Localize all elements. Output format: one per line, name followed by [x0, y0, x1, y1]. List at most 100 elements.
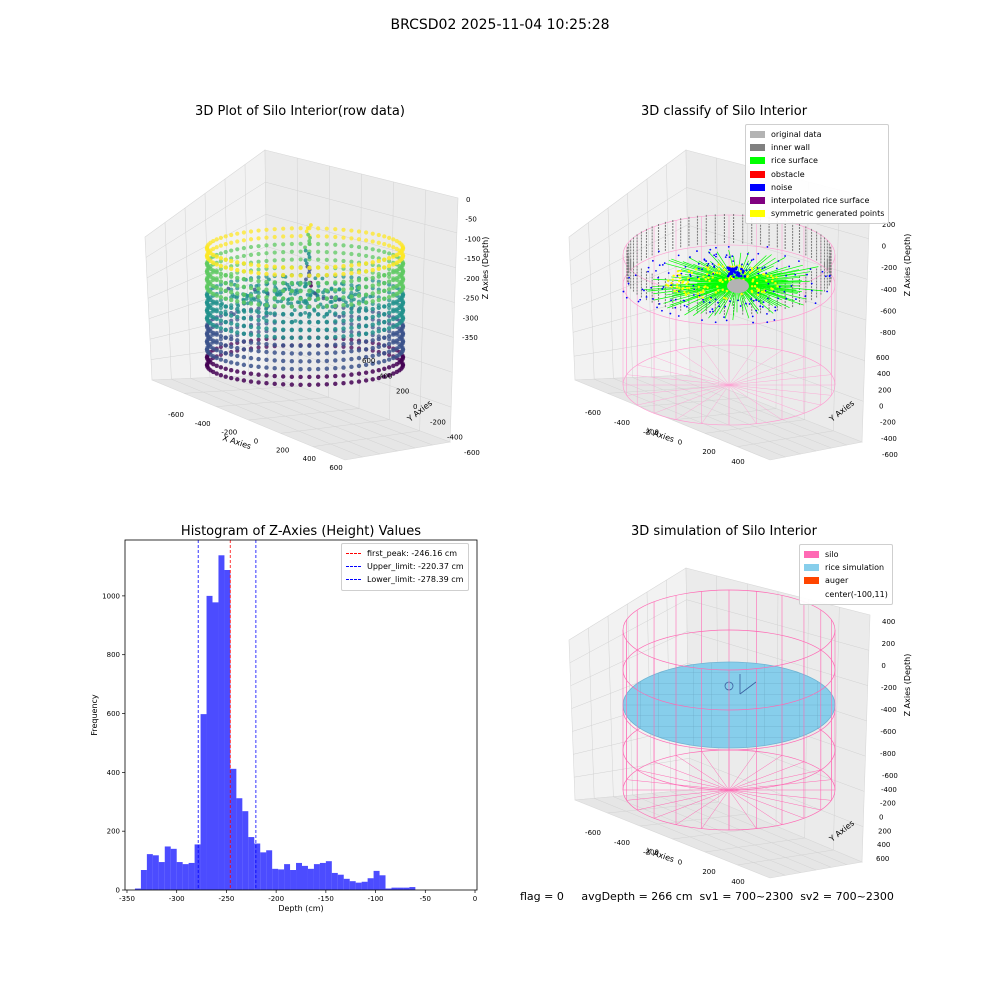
raw-point: [376, 232, 381, 238]
raw-point: [235, 322, 240, 327]
raw-point: [324, 280, 330, 286]
symmetric-point: [727, 278, 731, 281]
noise-point: [625, 296, 628, 299]
raw-point: [387, 251, 392, 256]
classify-x-tick-label: -600: [585, 409, 601, 417]
histogram-title: Histogram of Z-Axies (Height) Values: [180, 524, 422, 539]
legend-label: interpolated rice surface: [771, 196, 870, 206]
raw-point: [391, 293, 396, 298]
symmetric-point: [723, 268, 726, 272]
symmetric-point: [731, 265, 734, 269]
raw-point: [307, 312, 312, 317]
histogram-bar: [278, 869, 285, 890]
symmetric-point: [697, 277, 701, 281]
raw-point: [341, 318, 346, 324]
raw-point: [305, 226, 310, 231]
noise-point: [701, 319, 703, 322]
raw-point: [248, 316, 254, 322]
raw-y-tick-label: 0: [413, 403, 417, 411]
raw-point: [280, 374, 286, 379]
raw-point: [281, 226, 286, 231]
raw-point: [341, 365, 346, 370]
raw-point: [218, 263, 224, 269]
raw-point: [391, 237, 396, 242]
raw-point: [241, 238, 246, 243]
classify-legend-item: rice surface: [750, 154, 884, 167]
raw-point: [382, 366, 387, 372]
raw-point: [235, 345, 240, 351]
raw-point: [303, 258, 308, 263]
noise-point: [639, 298, 642, 301]
raw-point: [356, 229, 362, 234]
raw-point: [333, 350, 338, 355]
raw-point: [386, 333, 392, 339]
raw-point: [349, 306, 354, 311]
raw-point: [218, 290, 223, 295]
raw-point: [204, 323, 210, 329]
noise-point: [757, 291, 760, 294]
raw-point: [349, 251, 354, 257]
raw-point: [298, 233, 303, 239]
gridline: [833, 189, 840, 431]
raw-point: [223, 265, 228, 270]
noise-point: [677, 254, 680, 257]
symmetric-point: [771, 276, 775, 280]
noise-point: [739, 305, 742, 307]
raw-point: [241, 378, 247, 383]
histogram-y-axis-label: Frequency: [90, 694, 99, 736]
gridline: [209, 377, 398, 452]
raw-point: [376, 274, 382, 279]
raw-point: [280, 280, 286, 286]
silo-spoke: [728, 384, 783, 420]
symmetric-point: [775, 276, 778, 279]
raw-point: [256, 325, 261, 331]
raw-point: [307, 304, 312, 309]
silo-floor-spoke: [701, 751, 730, 791]
noise-cluster-point: [739, 274, 743, 278]
histogram-legend-item: Upper_limit: -220.37 cm: [346, 560, 464, 573]
noise-point: [724, 305, 727, 308]
raw-point: [204, 362, 210, 368]
raw-point: [391, 347, 396, 353]
noise-point: [751, 315, 754, 318]
noise-point: [732, 260, 735, 263]
raw-point: [204, 292, 210, 297]
raw-point: [321, 296, 326, 301]
noise-point: [765, 272, 768, 274]
raw-point: [218, 318, 224, 323]
raw-point: [349, 259, 354, 264]
raw-point: [264, 227, 269, 232]
raw-point: [324, 343, 330, 348]
symmetric-point: [705, 272, 709, 276]
noise-point: [677, 315, 680, 317]
noise-point: [737, 299, 739, 302]
gridline: [588, 627, 595, 799]
noise-point: [773, 319, 776, 321]
raw-point: [214, 363, 219, 368]
silo-floor-spoke: [728, 789, 821, 811]
raw-point: [364, 253, 369, 259]
raw-point: [333, 319, 338, 324]
raw-point: [264, 365, 269, 370]
raw-point: [272, 272, 277, 277]
raw-point: [218, 310, 224, 315]
raw-point: [333, 342, 338, 348]
noise-point: [706, 264, 709, 267]
symmetric-point: [770, 287, 773, 290]
raw-point: [228, 329, 234, 334]
gridline: [164, 222, 172, 380]
raw-point: [349, 356, 354, 362]
symmetric-point: [711, 276, 714, 279]
raw-point: [349, 341, 354, 346]
raw-point: [344, 300, 348, 305]
raw-point: [264, 349, 269, 355]
silo-floor-spoke: [653, 761, 730, 791]
histogram-bar: [242, 811, 249, 890]
raw-point: [281, 234, 286, 239]
symmetric-point: [704, 278, 708, 281]
raw-point: [370, 361, 375, 366]
noise-point: [714, 298, 717, 301]
silo-spoke: [728, 384, 821, 406]
raw-point: [214, 245, 219, 250]
